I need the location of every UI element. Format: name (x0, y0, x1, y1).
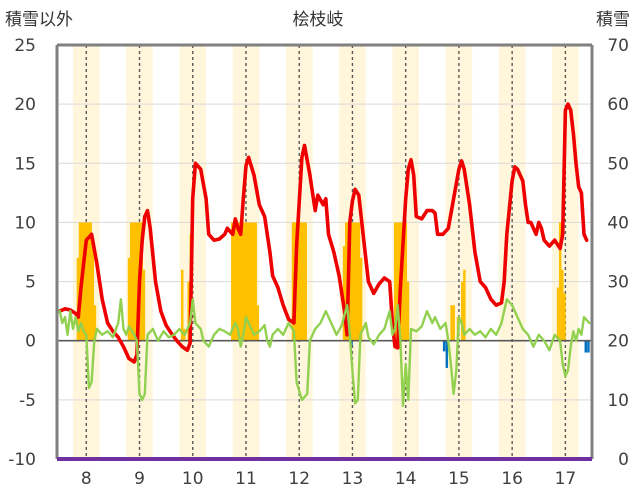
temperature-line (57, 102, 589, 364)
precipitation-bar (450, 305, 453, 341)
right-tick-label: 0 (618, 450, 629, 470)
precipitation-bar (245, 222, 249, 341)
precipitation-bar (181, 269, 184, 341)
precipitation-bar (556, 287, 560, 341)
x-tick-label: 12 (288, 469, 310, 489)
precipitation-bar (298, 222, 301, 341)
precipitation-bar (300, 222, 303, 341)
snow-depth-bar (445, 340, 449, 368)
snow-depth-bar (587, 340, 590, 353)
x-tick-label: 10 (182, 469, 204, 489)
x-tick-label: 11 (235, 469, 257, 489)
precipitation-bar (134, 222, 137, 341)
day-shade-bands (72, 45, 579, 459)
right-tick-label: 50 (607, 154, 629, 174)
x-tick-label: 17 (555, 469, 577, 489)
left-tick-label: -10 (8, 450, 36, 470)
precipitation-bar (93, 305, 97, 341)
left-tick-label: -5 (19, 391, 36, 411)
precipitation-bar (241, 222, 245, 341)
left-axis-label: 積雪以外 (5, 10, 73, 30)
precipitation-bar (563, 293, 566, 341)
precipitation-bar (393, 222, 397, 341)
snow-depth-bar (442, 340, 446, 352)
left-tick-label: 5 (25, 273, 36, 293)
precipitation-bar (252, 222, 255, 341)
x-tick-label: 8 (81, 469, 92, 489)
right-tick-label: 40 (607, 213, 629, 233)
precipitation-bar (142, 269, 146, 341)
precipitation-bar (85, 222, 88, 341)
right-tick-label: 60 (607, 95, 629, 115)
precipitation-bar (344, 222, 348, 341)
precipitation-bar (87, 222, 90, 341)
chart-title: 桧枝岐 (293, 10, 344, 30)
left-tick-label: 25 (14, 36, 36, 56)
precipitation-bar (83, 222, 86, 341)
precipitation-bar (351, 222, 354, 341)
precipitation-bar (136, 222, 139, 341)
precipitation-bar (461, 281, 464, 341)
precipitation-bar (302, 222, 305, 341)
precipitation-bar (256, 305, 260, 341)
precipitation-bar (254, 222, 257, 341)
precipitation-bar (349, 222, 352, 341)
precipitation-bar (231, 222, 234, 341)
precipitation-bar (89, 222, 92, 341)
left-tick-label: 10 (14, 213, 36, 233)
precipitation-bar (406, 281, 410, 341)
precipitation-bar (359, 257, 363, 341)
x-tick-label: 13 (342, 469, 364, 489)
left-tick-label: 20 (14, 95, 36, 115)
x-tick-label: 16 (501, 469, 523, 489)
x-tick-label: 15 (448, 469, 470, 489)
precipitation-bar (452, 305, 455, 341)
precipitation-bar (129, 222, 133, 341)
left-tick-label: 0 (25, 332, 36, 352)
precipitation-bar (91, 246, 95, 341)
precipitation-bar (357, 222, 361, 341)
precipitation-bar (558, 222, 562, 341)
plot-frame (55, 43, 594, 461)
precipitation-bar (291, 222, 295, 341)
precipitation-bar (404, 222, 408, 341)
precipitation-bar (237, 222, 240, 341)
precipitation-bar (250, 222, 253, 341)
precipitation-bar (561, 269, 564, 341)
precipitation-bar (304, 222, 307, 341)
right-tick-label: 10 (607, 391, 629, 411)
precipitation-bar (243, 222, 247, 341)
x-tick-label: 14 (395, 469, 417, 489)
precipitation-bar (187, 281, 190, 341)
precipitation-bar (239, 222, 243, 341)
precipitation-bar (235, 222, 238, 341)
precipitation-bar (233, 222, 236, 341)
precipitation-bar (296, 222, 299, 341)
x-tick-label: 9 (134, 469, 145, 489)
precipitation-bar (463, 269, 466, 341)
series-lines (57, 102, 592, 407)
snow-depth-bar (584, 340, 587, 353)
right-tick-label: 30 (607, 273, 629, 293)
right-tick-label: 70 (607, 36, 629, 56)
precipitation-bar (127, 257, 131, 341)
daylight-line (58, 298, 591, 407)
precipitation-bar (342, 246, 346, 341)
right-tick-label: 20 (607, 332, 629, 352)
precipitation-bar (140, 222, 144, 341)
precipitation-bar (402, 222, 405, 341)
precipitation-bar (353, 222, 356, 341)
precipitation-bar (355, 222, 359, 341)
right-axis-label: 積雪 (596, 10, 630, 30)
precipitation-bar (248, 222, 251, 341)
left-tick-label: 15 (14, 154, 36, 174)
precipitation-bar (76, 257, 80, 341)
precipitation-bar (396, 222, 399, 341)
precipitation-bar (132, 222, 135, 341)
